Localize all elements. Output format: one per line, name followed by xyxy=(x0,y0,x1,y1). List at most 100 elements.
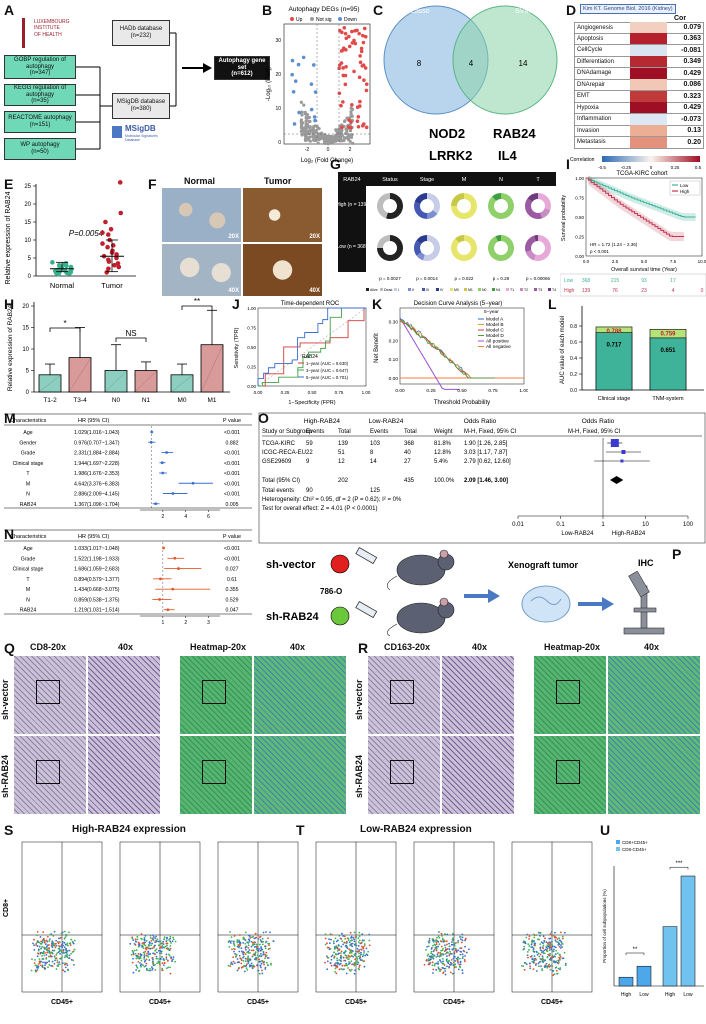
flow-event xyxy=(41,939,44,942)
flow-event xyxy=(426,945,429,948)
flow-event xyxy=(531,958,534,961)
flow-event xyxy=(340,945,343,948)
flow-event xyxy=(56,959,59,962)
svg-text:786-O: 786-O xyxy=(320,587,342,596)
flow-event xyxy=(362,946,365,949)
flow-event xyxy=(557,943,560,946)
svg-text:N1: N1 xyxy=(496,288,501,292)
svg-text:N1: N1 xyxy=(142,397,151,404)
flow-event xyxy=(131,961,134,964)
svg-text:T2: T2 xyxy=(524,288,528,292)
flow-event xyxy=(41,958,44,960)
flow-event xyxy=(537,938,539,941)
flow-event xyxy=(438,931,440,933)
flow-event xyxy=(143,936,146,939)
volcano-point-up xyxy=(347,44,352,49)
flow-event xyxy=(464,945,466,948)
flow-event xyxy=(31,958,33,961)
flow-event xyxy=(255,936,258,939)
gene-rab24: RAB24 xyxy=(493,126,536,141)
forest-point xyxy=(177,567,180,570)
flow-event xyxy=(159,958,162,960)
panel-label-j: J xyxy=(232,296,240,312)
h-sig: NS xyxy=(125,329,136,338)
flow-event xyxy=(150,966,153,968)
flow-event xyxy=(172,938,175,941)
flow-event xyxy=(168,955,171,957)
flow-event xyxy=(154,969,157,971)
flow-event xyxy=(138,944,141,947)
e-point-tumor xyxy=(100,241,105,246)
flow-event xyxy=(455,950,458,952)
svg-text:1.033(1.017~1.048): 1.033(1.017~1.048) xyxy=(74,546,120,552)
flow-event xyxy=(51,965,54,967)
volcano-point-ns xyxy=(302,103,306,107)
flow-event xyxy=(251,955,254,958)
s-title: High-RAB24 expression xyxy=(72,824,186,835)
flow-event xyxy=(46,935,49,938)
flow-event xyxy=(65,949,68,952)
flow-event xyxy=(358,966,361,968)
flow-event xyxy=(149,947,152,950)
flow-event xyxy=(459,935,462,938)
flow-event xyxy=(433,963,436,965)
svg-text:1.219(1.031~1.514): 1.219(1.031~1.514) xyxy=(74,608,120,614)
svg-text:T: T xyxy=(26,577,30,583)
flow-event xyxy=(348,941,351,944)
flow-event xyxy=(262,953,265,956)
flow-event xyxy=(144,950,147,953)
flow-event xyxy=(552,950,555,953)
ihc-tile xyxy=(14,656,86,734)
svg-text:0.894(0.579~1.377): 0.894(0.579~1.377) xyxy=(74,577,120,583)
flow-event xyxy=(171,960,173,963)
flow-event xyxy=(42,937,45,940)
pathway-row: Angiogenesis 0.079 xyxy=(574,22,704,34)
flow-event xyxy=(461,933,464,936)
flow-event xyxy=(549,946,552,949)
volcano-point-ns xyxy=(334,129,338,133)
flow-event xyxy=(139,964,142,967)
svg-text:5.4%: 5.4% xyxy=(434,459,448,465)
flow-event xyxy=(252,949,255,952)
flow-event xyxy=(330,955,333,958)
flow-event xyxy=(358,931,361,934)
flow-event xyxy=(47,955,50,958)
svg-text:215: 215 xyxy=(611,278,620,284)
svg-text:76: 76 xyxy=(612,288,618,294)
flow-event xyxy=(43,954,46,957)
flow-event xyxy=(36,955,39,958)
flow-event xyxy=(458,965,461,968)
flow-event xyxy=(158,961,161,963)
volcano-plot: Autophagy DEGs (n=95) Up Not sig Down -2… xyxy=(266,6,371,164)
svg-text:0.717: 0.717 xyxy=(606,343,622,349)
volcano-point-down xyxy=(290,72,294,77)
flow-event xyxy=(257,937,260,940)
svg-text:Grade: Grade xyxy=(21,556,36,562)
flow-event xyxy=(169,935,172,938)
svg-text:P value: P value xyxy=(223,418,241,424)
svg-text:1.367(1.096~1.704): 1.367(1.096~1.704) xyxy=(74,502,120,508)
flow-event xyxy=(38,958,41,961)
flow-event xyxy=(68,954,71,957)
volcano-point-up xyxy=(341,66,345,70)
volcano-point-ns xyxy=(300,113,304,117)
flow-event xyxy=(353,972,356,975)
svg-text:M: M xyxy=(462,177,467,183)
svg-text:2.886(2.009~4.145): 2.886(2.009~4.145) xyxy=(74,492,120,498)
flow-event xyxy=(58,944,60,947)
svg-text:AUC value of each model: AUC value of each model xyxy=(560,316,566,384)
flow-event xyxy=(353,963,356,966)
flow-event xyxy=(326,968,329,971)
flow-event xyxy=(37,963,40,965)
pathway-row: Apoptosis 0.363 xyxy=(574,33,704,45)
gene-lrrk2: LRRK2 xyxy=(429,148,472,163)
svg-text:1.029(1.016~1.043): 1.029(1.016~1.043) xyxy=(74,430,120,436)
flow-event xyxy=(133,943,136,945)
flow-event xyxy=(169,947,172,950)
volcano-point-up xyxy=(341,100,345,104)
svg-text:p = 0.0014: p = 0.0014 xyxy=(416,276,438,281)
svg-text:8: 8 xyxy=(370,450,374,456)
flow-event xyxy=(358,935,361,938)
svg-text:p < 0.001: p < 0.001 xyxy=(590,249,609,254)
svg-text:1: 1 xyxy=(161,620,164,626)
